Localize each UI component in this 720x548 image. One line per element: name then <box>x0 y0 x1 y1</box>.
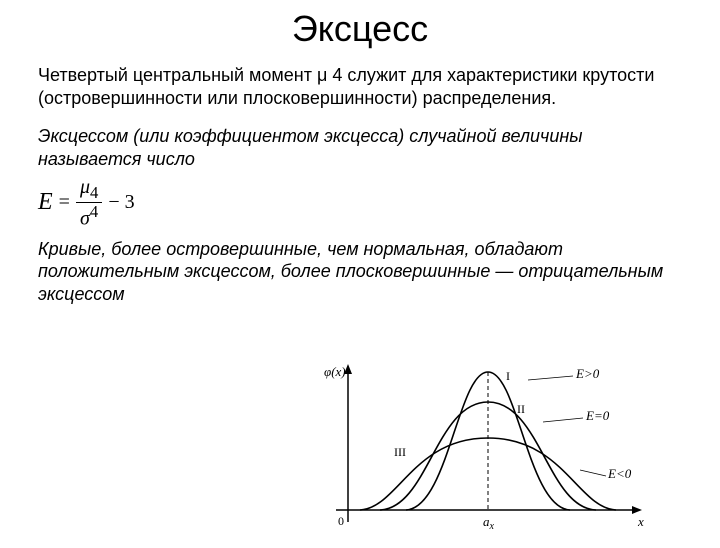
formula: E = μ4 σ4 − 3 <box>38 176 720 230</box>
curve-label-3: III <box>394 445 406 459</box>
paragraph-2: Эксцессом (или коэффициентом эксцесса) с… <box>38 125 682 170</box>
origin-label: 0 <box>338 514 344 528</box>
curve-1 <box>406 372 570 510</box>
y-axis-label: φ(x) <box>324 364 346 379</box>
xtick-sub: x <box>489 521 495 532</box>
formula-trail: − 3 <box>108 191 134 214</box>
paragraph-1: Четвертый центральный момент μ 4 служит … <box>38 64 682 109</box>
annotation-zero: E=0 <box>585 408 610 423</box>
x-axis-arrow <box>632 506 642 514</box>
lead-pos <box>528 376 573 380</box>
annotation-neg: E<0 <box>607 466 632 481</box>
sigma-symbol: σ <box>80 208 90 230</box>
formula-lhs: E <box>38 189 53 216</box>
sigma-exp: 4 <box>90 202 98 221</box>
mu-symbol: μ <box>80 176 90 198</box>
lead-zero <box>543 418 583 422</box>
annotation-pos: E>0 <box>575 366 600 381</box>
formula-numerator: μ4 <box>76 176 102 203</box>
curve-label-1: I <box>506 369 510 383</box>
curve-label-2: II <box>517 402 525 416</box>
paragraph-3: Кривые, более островершинные, чем нормал… <box>38 238 682 306</box>
xtick-label: ax <box>483 514 495 532</box>
mu-sub: 4 <box>90 183 98 202</box>
formula-denominator: σ4 <box>76 203 102 230</box>
page-title: Эксцесс <box>0 8 720 50</box>
x-axis-label: x <box>637 514 644 529</box>
formula-fraction: μ4 σ4 <box>76 176 102 230</box>
kurtosis-chart: φ(x) x 0 ax I II III E>0 E=0 E<0 <box>318 360 658 540</box>
formula-eq: = <box>59 191 70 214</box>
lead-neg <box>580 470 606 476</box>
